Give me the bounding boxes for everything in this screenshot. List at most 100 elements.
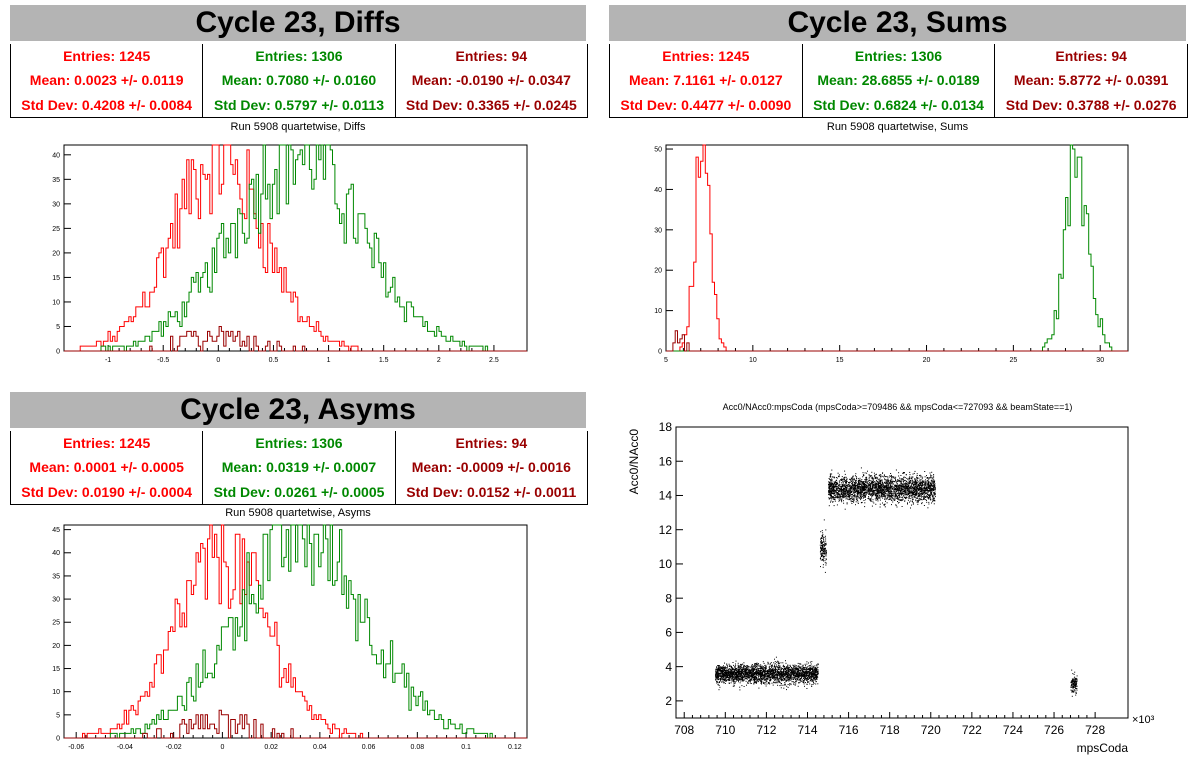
scatter-point: [777, 663, 779, 665]
scatter-point: [853, 482, 855, 483]
scatter-point: [804, 676, 806, 678]
scatter-point: [790, 671, 792, 673]
scatter-point: [811, 675, 813, 677]
scatter-point: [784, 673, 785, 675]
scatter-point: [835, 489, 837, 491]
scatter-point: [803, 671, 805, 672]
scatter-point: [800, 673, 802, 675]
scatter-point: [825, 558, 827, 560]
scatter-point: [773, 681, 775, 683]
scatter-point: [729, 670, 731, 672]
scatter-point: [916, 494, 918, 496]
scatter-point: [867, 489, 869, 490]
x-tick-label: 0.12: [508, 744, 522, 751]
scatter-point: [903, 472, 904, 473]
y-tick-label: 6: [665, 626, 672, 640]
scatter-point: [927, 480, 929, 482]
scatter-point: [846, 481, 848, 483]
scatter-point: [727, 665, 728, 667]
scatter-point: [786, 666, 788, 667]
scatter-point: [799, 672, 801, 674]
scatter-point: [879, 506, 881, 508]
scatter-point: [814, 674, 816, 676]
scatter-point: [864, 481, 866, 483]
scatter-point: [903, 476, 905, 478]
scatter-point: [744, 678, 746, 679]
scatter-point: [864, 486, 866, 488]
scatter-point: [725, 669, 727, 671]
scatter-point: [832, 476, 834, 478]
scatter-point: [841, 497, 843, 499]
scatter-point: [909, 478, 911, 480]
scatter-point: [808, 675, 810, 677]
scatter-point: [768, 682, 770, 683]
scatter-point: [891, 482, 892, 484]
scatter-point: [918, 481, 920, 483]
scatter-point: [821, 530, 823, 532]
scatter-point: [761, 678, 763, 679]
scatter-point: [791, 673, 793, 675]
scatter-point: [722, 673, 724, 675]
scatter-point: [928, 501, 930, 503]
scatter-point: [809, 667, 811, 669]
y-tick-label: 5: [56, 324, 60, 331]
scatter-point: [840, 487, 842, 489]
scatter-point: [800, 675, 802, 677]
scatter-point: [917, 487, 919, 489]
scatter-point: [867, 483, 869, 485]
scatter-point: [753, 678, 755, 680]
scatter-point: [922, 496, 924, 498]
scatter-point: [737, 670, 739, 672]
scatter-point: [893, 496, 895, 498]
scatter-point: [812, 675, 814, 677]
scatter-point: [758, 670, 760, 672]
scatter-point: [848, 499, 850, 501]
scatter-point: [810, 679, 811, 681]
scatter-point: [771, 666, 773, 668]
scatter-point: [721, 673, 723, 675]
scatter-point: [802, 669, 804, 671]
scatter-point: [889, 482, 891, 484]
stat-std: Std Dev: 0.5797 +/- 0.0113: [213, 96, 385, 113]
scatter-point: [742, 678, 744, 680]
scatter-point: [772, 670, 774, 671]
scatter-point: [736, 672, 738, 674]
scatter-point: [791, 667, 793, 669]
scatter-point: [834, 484, 836, 486]
scatter-point: [849, 487, 851, 489]
scatter-point: [760, 682, 762, 684]
scatter-point: [777, 674, 779, 676]
scatter-point: [891, 486, 893, 488]
scatter-point: [795, 669, 797, 671]
scatter-point: [859, 489, 861, 491]
scatter-point: [823, 536, 824, 538]
scatter-point: [841, 494, 843, 496]
scatter-point: [737, 667, 739, 669]
scatter-point: [791, 676, 793, 678]
scatter-point: [803, 668, 805, 670]
scatter-point: [821, 550, 823, 551]
scatter-point: [874, 487, 876, 489]
scatter-point: [779, 669, 781, 671]
scatter-point: [723, 682, 725, 684]
scatter-point: [767, 677, 768, 679]
scatter-point: [808, 671, 810, 673]
scatter-point: [890, 496, 892, 498]
scatter-point: [808, 665, 810, 667]
scatter-point: [844, 495, 846, 497]
scatter-point: [848, 485, 850, 487]
scatter-point: [890, 473, 892, 474]
scatter-point: [848, 483, 850, 485]
scatter-point: [851, 498, 853, 500]
scatter-point: [813, 671, 815, 673]
scatter-point: [919, 475, 920, 477]
scatter-point: [734, 673, 736, 675]
scatter-point: [816, 664, 818, 666]
scatter-point: [825, 538, 827, 540]
scatter-point: [928, 478, 930, 480]
scatter-point: [738, 673, 740, 675]
y-tick-label: 35: [52, 573, 60, 580]
scatter-point: [718, 677, 720, 679]
scatter-point: [861, 493, 863, 495]
scatter-point: [911, 493, 913, 495]
